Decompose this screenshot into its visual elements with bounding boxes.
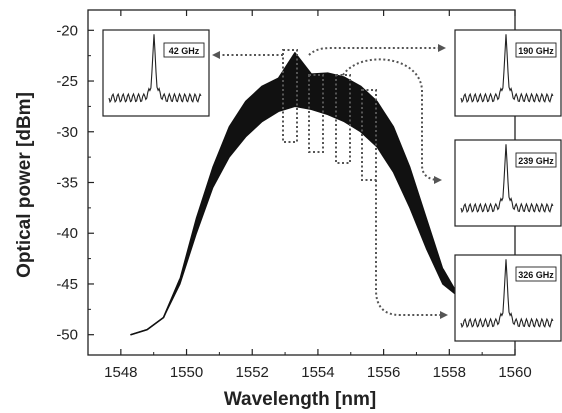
- inset-layer: 42 GHz 190 GHz 239 GHz 326 GHz: [102, 29, 562, 342]
- label-layer: Wavelength [nm] Optical power [dBm]: [14, 92, 376, 410]
- y-tick-label: -30: [56, 124, 78, 141]
- inset-spectrum: [460, 259, 554, 329]
- inset-spectrum: [108, 34, 202, 104]
- x-tick-label: 1548: [104, 364, 137, 381]
- y-axis-title: Optical power [dBm]: [14, 92, 35, 278]
- selection-box-239ghz: [335, 74, 351, 164]
- inset-4: 326 GHz: [454, 254, 562, 342]
- inset-label-box: [163, 42, 205, 58]
- x-tick-label: 1552: [236, 364, 269, 381]
- inset-label: 42 GHz: [169, 46, 200, 56]
- inset-2: 190 GHz: [454, 29, 562, 117]
- x-tick-label: 1554: [301, 364, 334, 381]
- annotation-layer: [212, 44, 448, 319]
- inset-label: 326 GHz: [518, 270, 554, 280]
- spectrum-left-tail: [130, 278, 181, 336]
- x-tick-label: 1558: [433, 364, 466, 381]
- arrow-to-190ghz: [308, 44, 446, 56]
- inset-label: 190 GHz: [518, 46, 554, 56]
- inset-label-box: [515, 266, 557, 282]
- selection-box-326ghz: [361, 89, 377, 181]
- inset-3: 239 GHz: [454, 139, 562, 227]
- x-axis-title: Wavelength [nm]: [224, 389, 376, 410]
- inset-spectrum: [460, 34, 554, 104]
- selection-box-42ghz: [282, 49, 298, 143]
- x-tick-label: 1556: [367, 364, 400, 381]
- y-tick-label: -45: [56, 276, 78, 293]
- y-tick-label: -35: [56, 175, 78, 192]
- x-tick-label: 1550: [170, 364, 203, 381]
- x-tick-label: 1560: [498, 364, 531, 381]
- arrow-to-239ghz: [342, 58, 442, 184]
- axes-layer: 1548 1550 1552 1554 1556 1558 1560 -20 -25 -30 -35…: [56, 9, 532, 381]
- y-tick-label: -40: [56, 225, 78, 242]
- arrow-to-326ghz: [375, 180, 448, 319]
- y-tick-label: -20: [56, 22, 78, 39]
- inset-label-box: [515, 42, 557, 58]
- inset-1: 42 GHz: [102, 29, 210, 117]
- inset-spectrum: [460, 144, 554, 214]
- inset-label: 239 GHz: [518, 156, 554, 166]
- inset-label-box: [515, 152, 557, 168]
- y-tick-label: -50: [56, 327, 78, 344]
- y-tick-label: -25: [56, 73, 78, 90]
